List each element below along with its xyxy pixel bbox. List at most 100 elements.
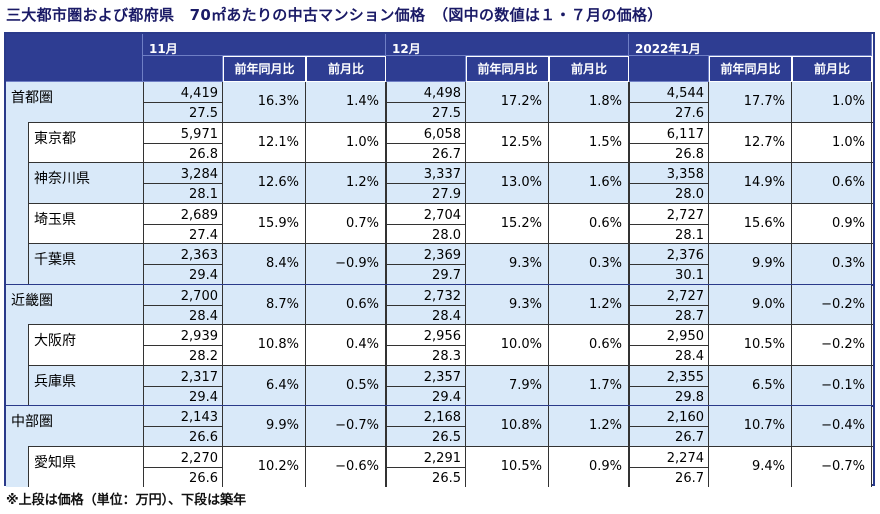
price-value: 4,419 bbox=[143, 82, 223, 103]
month-header: 11月 bbox=[143, 34, 386, 56]
price-value: 2,317 bbox=[143, 365, 223, 386]
yoy-change: 10.7% bbox=[709, 406, 792, 447]
building-age-value: 26.5 bbox=[386, 426, 466, 447]
yoy-column-header: 前年同月比 bbox=[466, 56, 549, 82]
mom-change: 0.5% bbox=[306, 365, 386, 406]
mom-change: 1.2% bbox=[549, 284, 629, 325]
page-title: 三大都市圏および都府県 70㎡あたりの中古マンション価格 （図中の数値は１・７月… bbox=[6, 6, 663, 24]
price-value: 2,355 bbox=[629, 365, 709, 386]
region-indent bbox=[6, 365, 28, 406]
price-value: 2,939 bbox=[143, 325, 223, 346]
yoy-column-header: 前年同月比 bbox=[709, 56, 792, 82]
building-age-value: 27.5 bbox=[143, 102, 223, 123]
row-divider bbox=[28, 162, 873, 163]
mom-column-header: 前月比 bbox=[792, 56, 872, 82]
building-age-value: 27.9 bbox=[386, 183, 466, 204]
month-subheader-blank bbox=[629, 56, 709, 82]
price-value: 2,376 bbox=[629, 244, 709, 265]
yoy-change: 9.3% bbox=[466, 244, 549, 285]
month-subheader-blank bbox=[143, 56, 223, 82]
mom-change: −0.6% bbox=[306, 446, 386, 487]
row-divider bbox=[28, 324, 873, 325]
yoy-change: 8.7% bbox=[223, 284, 306, 325]
price-value: 2,143 bbox=[143, 406, 223, 427]
mom-change: −0.7% bbox=[792, 446, 872, 487]
price-value: 2,732 bbox=[386, 284, 466, 305]
building-age-value: 28.4 bbox=[143, 304, 223, 325]
yoy-change: 10.5% bbox=[709, 325, 792, 366]
mom-change: 1.4% bbox=[306, 82, 386, 123]
footnote: ※上段は価格（単位：万円）、下段は築年 bbox=[6, 493, 247, 508]
price-value: 2,950 bbox=[629, 325, 709, 346]
building-age-value: 27.4 bbox=[143, 223, 223, 244]
mom-change: 0.6% bbox=[792, 163, 872, 204]
building-age-value: 28.0 bbox=[386, 223, 466, 244]
header-corner bbox=[6, 34, 143, 82]
building-age-value: 27.5 bbox=[386, 102, 466, 123]
price-value: 3,284 bbox=[143, 163, 223, 184]
region-indent bbox=[6, 203, 28, 244]
price-value: 2,704 bbox=[386, 203, 466, 224]
yoy-change: 15.9% bbox=[223, 203, 306, 244]
price-value: 2,357 bbox=[386, 365, 466, 386]
building-age-value: 26.8 bbox=[629, 142, 709, 163]
yoy-change: 6.4% bbox=[223, 365, 306, 406]
price-value: 6,058 bbox=[386, 122, 466, 143]
mom-change: −0.4% bbox=[792, 406, 872, 447]
region-label: 神奈川県 bbox=[28, 163, 143, 204]
region-indent bbox=[6, 244, 28, 285]
mom-change: 0.6% bbox=[549, 325, 629, 366]
yoy-change: 12.1% bbox=[223, 122, 306, 163]
yoy-change: 15.6% bbox=[709, 203, 792, 244]
building-age-value: 28.2 bbox=[143, 345, 223, 366]
yoy-change: 10.2% bbox=[223, 446, 306, 487]
yoy-change: 9.3% bbox=[466, 284, 549, 325]
building-age-value: 26.6 bbox=[143, 426, 223, 447]
price-value: 2,369 bbox=[386, 244, 466, 265]
yoy-change: 10.5% bbox=[466, 446, 549, 487]
mom-change: −0.9% bbox=[306, 244, 386, 285]
yoy-change: 6.5% bbox=[709, 365, 792, 406]
price-value: 2,274 bbox=[629, 446, 709, 467]
row-divider bbox=[28, 121, 873, 123]
building-age-value: 29.4 bbox=[143, 264, 223, 285]
building-age-value: 26.7 bbox=[629, 426, 709, 447]
mom-change: 0.6% bbox=[549, 203, 629, 244]
price-value: 5,971 bbox=[143, 122, 223, 143]
price-value: 4,498 bbox=[386, 82, 466, 103]
mom-change: 1.2% bbox=[549, 406, 629, 447]
yoy-change: 12.6% bbox=[223, 163, 306, 204]
yoy-change: 16.3% bbox=[223, 82, 306, 123]
price-value: 2,727 bbox=[629, 203, 709, 224]
price-value: 2,700 bbox=[143, 284, 223, 305]
yoy-change: 17.7% bbox=[709, 82, 792, 123]
region-label: 近畿圏 bbox=[6, 284, 143, 325]
region-indent bbox=[6, 446, 28, 487]
yoy-change: 10.0% bbox=[466, 325, 549, 366]
mom-change: −0.1% bbox=[792, 365, 872, 406]
building-age-value: 27.6 bbox=[629, 102, 709, 123]
yoy-change: 9.9% bbox=[709, 244, 792, 285]
region-label: 愛知県 bbox=[28, 446, 143, 487]
yoy-change: 17.2% bbox=[466, 82, 549, 123]
yoy-change: 15.2% bbox=[466, 203, 549, 244]
mom-change: 0.3% bbox=[792, 244, 872, 285]
row-divider bbox=[28, 445, 873, 447]
building-age-value: 28.1 bbox=[143, 183, 223, 204]
row-divider bbox=[28, 202, 873, 204]
building-age-value: 29.4 bbox=[143, 385, 223, 406]
region-label: 中部圏 bbox=[6, 406, 143, 447]
mom-change: 1.5% bbox=[549, 122, 629, 163]
mom-change: 0.3% bbox=[549, 244, 629, 285]
mom-change: −0.2% bbox=[792, 325, 872, 366]
price-value: 4,544 bbox=[629, 82, 709, 103]
building-age-value: 28.4 bbox=[629, 345, 709, 366]
mom-change: 0.7% bbox=[306, 203, 386, 244]
price-value: 3,358 bbox=[629, 163, 709, 184]
row-divider bbox=[28, 243, 873, 244]
yoy-change: 10.8% bbox=[466, 406, 549, 447]
month-header: 12月 bbox=[386, 34, 629, 56]
region-label: 首都圏 bbox=[6, 82, 143, 123]
row-divider bbox=[28, 364, 873, 366]
region-indent bbox=[6, 163, 28, 204]
